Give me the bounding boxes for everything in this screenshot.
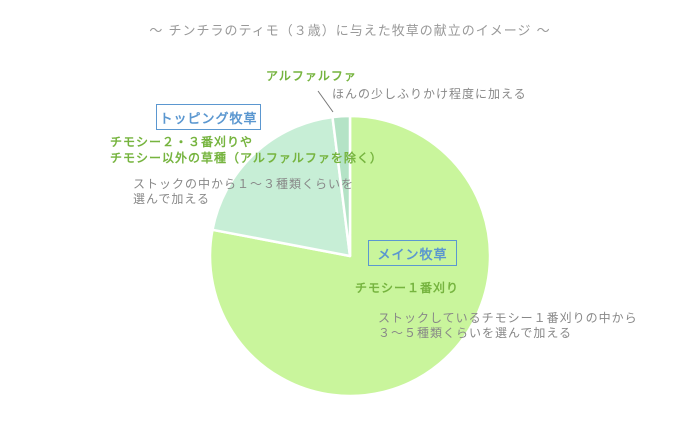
topping-note-line1: ストックの中から１～３種類くらいを <box>133 177 355 191</box>
page-title: ～ チンチラのティモ（３歳）に与えた牧草の献立のイメージ ～ <box>149 24 551 39</box>
alfalfa-pointer-line <box>317 90 334 113</box>
topping-note-line2: 選んで加える <box>133 192 211 206</box>
main-description: チモシー１番刈り <box>355 281 460 295</box>
main-note-line1: ストックしているチモシー１番刈りの中から <box>378 311 638 325</box>
alfalfa-slice-label: アルファルファ <box>266 69 357 83</box>
topping-description-line1: チモシー２・３番刈りや <box>110 135 254 149</box>
topping-description-line2: チモシー以外の草種（アルファルファを除く） <box>110 150 383 165</box>
topping-note-text: ストックの中から１～３種類くらいを 選んで加える <box>133 177 354 207</box>
alfalfa-note-text: ほんの少しふりかけ程度に加える <box>332 87 527 101</box>
main-hay-box: メイン牧草 <box>368 240 457 266</box>
topping-hay-box: トッピング牧草 <box>156 104 261 130</box>
main-note-line2: ３～５種類くらいを選んで加える <box>378 326 573 340</box>
topping-hay-box-label: トッピング牧草 <box>159 111 258 127</box>
main-hay-box-label: メイン牧草 <box>377 247 448 263</box>
main-note-text: ストックしているチモシー１番刈りの中から ３～５種類くらいを選んで加える <box>378 311 638 341</box>
topping-description: チモシー２・３番刈りや チモシー以外の草種（アルファルファを除く） <box>110 135 383 166</box>
pie-slice-alfalfa <box>331 114 352 258</box>
pie-slice-topping <box>211 115 352 258</box>
pie-slices-group <box>208 114 492 398</box>
